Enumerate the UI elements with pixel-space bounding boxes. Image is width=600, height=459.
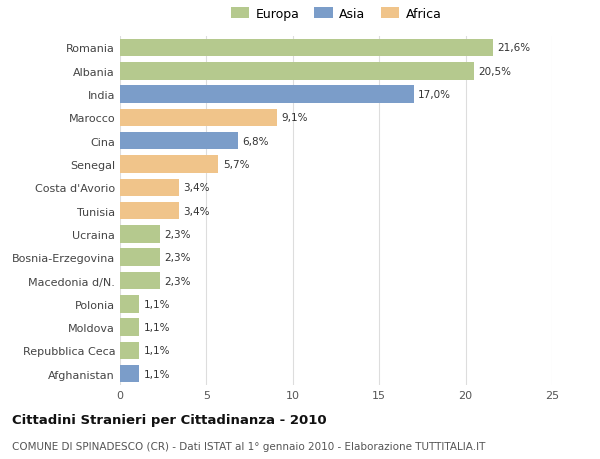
Text: 20,5%: 20,5%	[479, 67, 512, 77]
Bar	[120, 319, 139, 336]
Bar	[120, 109, 277, 127]
Text: 2,3%: 2,3%	[164, 230, 191, 240]
Bar	[120, 63, 474, 80]
Text: 1,1%: 1,1%	[143, 322, 170, 332]
Bar	[120, 86, 414, 104]
Bar	[120, 156, 218, 174]
Bar	[120, 39, 493, 57]
Bar	[120, 133, 238, 150]
Legend: Europa, Asia, Africa: Europa, Asia, Africa	[230, 8, 442, 21]
Bar	[120, 179, 179, 196]
Text: 17,0%: 17,0%	[418, 90, 451, 100]
Text: 5,7%: 5,7%	[223, 160, 250, 170]
Bar	[120, 272, 160, 290]
Text: 9,1%: 9,1%	[281, 113, 308, 123]
Bar	[120, 342, 139, 359]
Bar	[120, 365, 139, 383]
Text: 1,1%: 1,1%	[143, 299, 170, 309]
Text: 21,6%: 21,6%	[497, 43, 530, 53]
Text: 3,4%: 3,4%	[183, 183, 209, 193]
Bar	[120, 226, 160, 243]
Text: 1,1%: 1,1%	[143, 369, 170, 379]
Text: 2,3%: 2,3%	[164, 276, 191, 286]
Bar	[120, 202, 179, 220]
Text: Cittadini Stranieri per Cittadinanza - 2010: Cittadini Stranieri per Cittadinanza - 2…	[12, 413, 326, 426]
Text: 6,8%: 6,8%	[242, 136, 268, 146]
Bar	[120, 249, 160, 266]
Text: 1,1%: 1,1%	[143, 346, 170, 356]
Text: 3,4%: 3,4%	[183, 206, 209, 216]
Text: 2,3%: 2,3%	[164, 252, 191, 263]
Text: COMUNE DI SPINADESCO (CR) - Dati ISTAT al 1° gennaio 2010 - Elaborazione TUTTITA: COMUNE DI SPINADESCO (CR) - Dati ISTAT a…	[12, 441, 485, 451]
Bar	[120, 296, 139, 313]
